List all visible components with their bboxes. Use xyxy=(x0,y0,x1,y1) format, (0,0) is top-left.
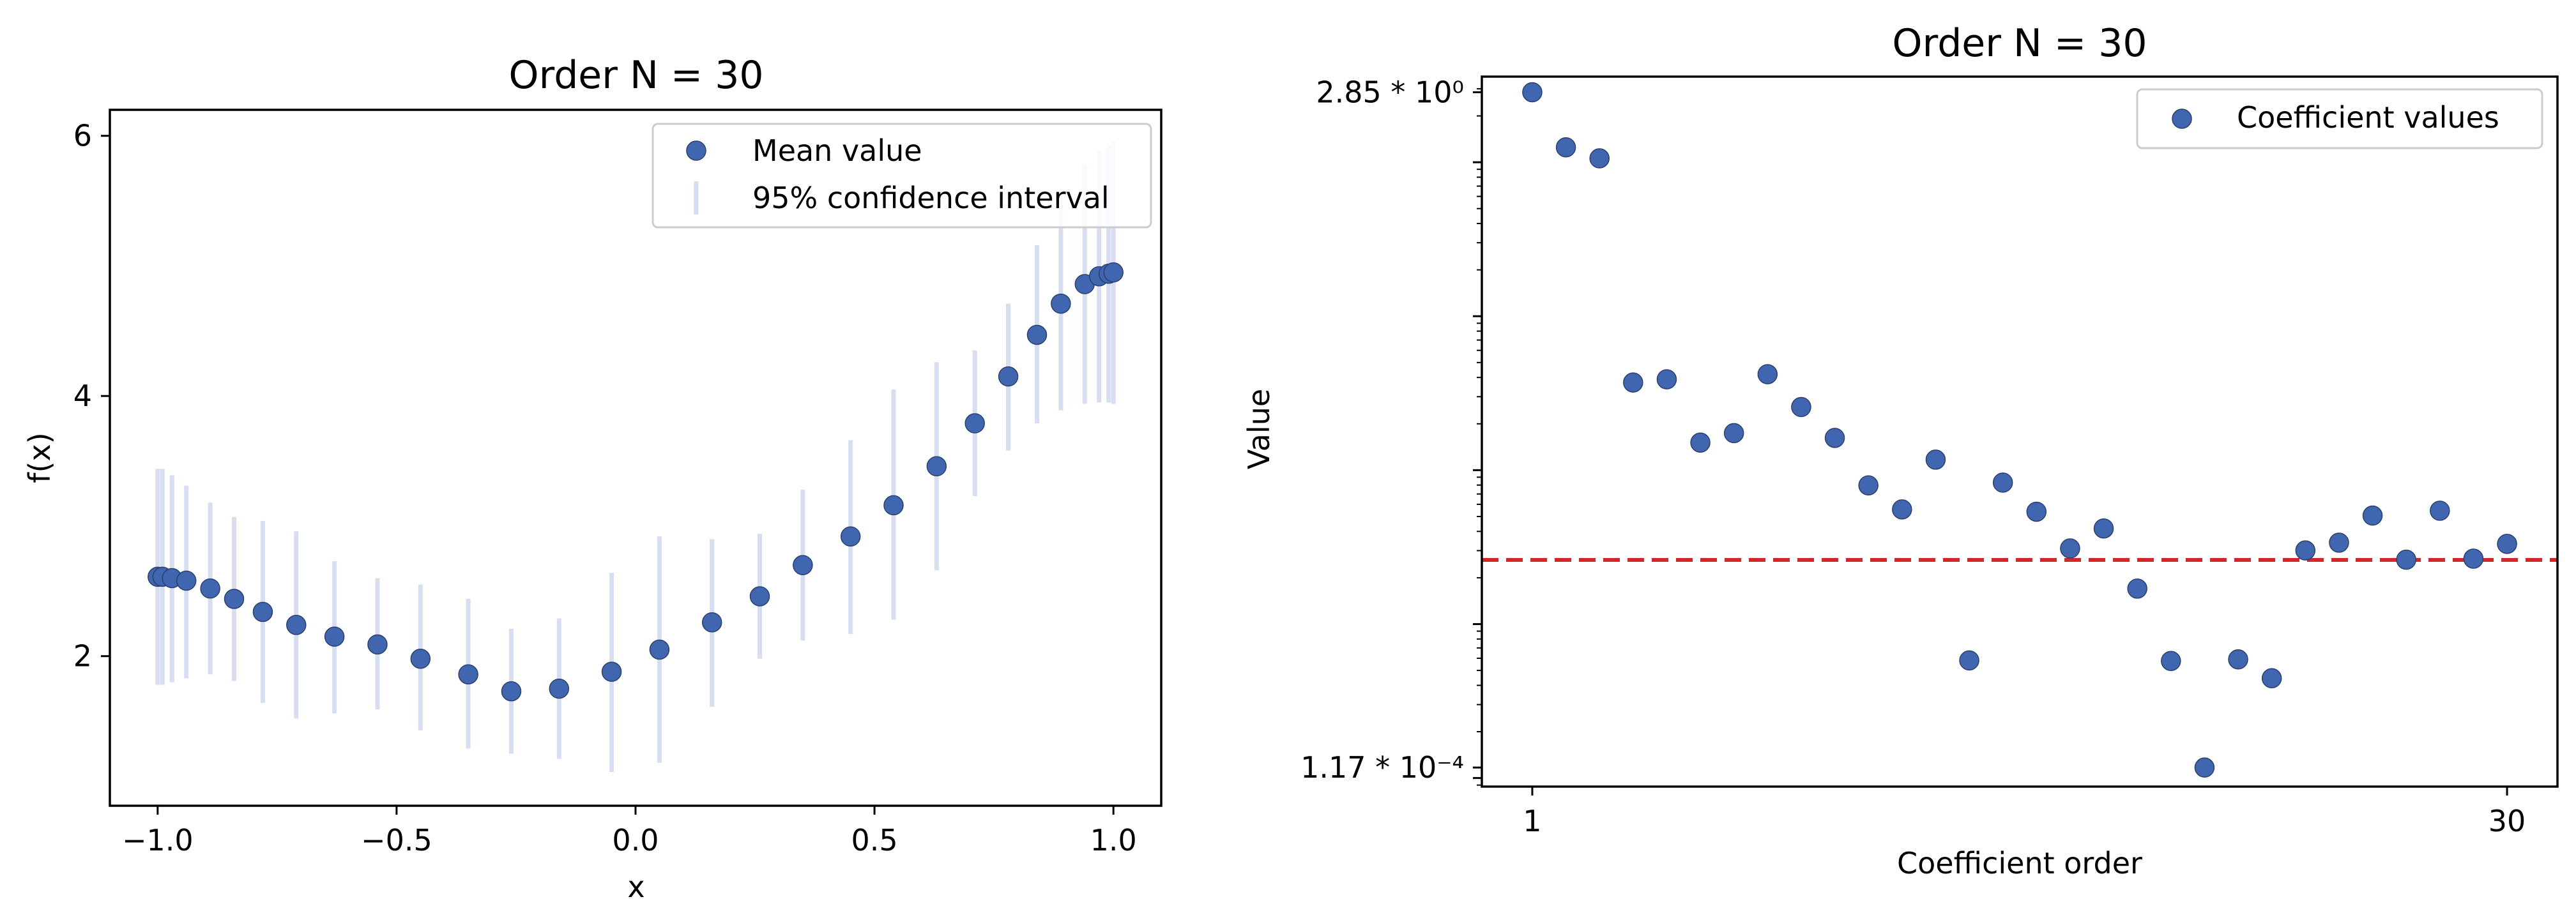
coefficient-point xyxy=(1522,82,1543,103)
mean-value-point xyxy=(252,601,273,622)
left-x-axis-label: x xyxy=(627,870,644,904)
mean-value-point xyxy=(964,413,985,434)
coefficient-point xyxy=(1656,369,1677,389)
mean-value-point xyxy=(286,615,307,635)
mean-value-point xyxy=(601,661,622,682)
left-chart-title: Order N = 30 xyxy=(508,53,763,98)
coefficient-point xyxy=(2194,757,2215,778)
mean-value-point xyxy=(367,634,388,655)
y-tick-label: 2 xyxy=(73,639,92,674)
left-legend-mean-marker xyxy=(686,140,706,161)
right-y-axis-ticks: 2.85 * 10⁰ 1.17 * 10⁻⁴ xyxy=(1300,75,1482,786)
coefficient-point xyxy=(2228,649,2248,670)
coefficient-point xyxy=(2497,534,2517,554)
mean-value-point xyxy=(501,681,522,702)
y-tick-label: 6 xyxy=(73,119,92,153)
x-tick-label: 0.5 xyxy=(851,823,898,857)
mean-value-point xyxy=(549,678,570,699)
mean-value-point xyxy=(224,589,245,609)
coefficient-point xyxy=(2362,505,2383,526)
coefficient-point xyxy=(2127,578,2147,599)
right-plot-frame xyxy=(1481,75,2559,788)
coefficient-point xyxy=(1690,432,1711,453)
coefficient-point xyxy=(1723,423,1744,444)
y-tick-label: 4 xyxy=(73,379,92,413)
x-tick-label: 0.0 xyxy=(612,823,659,857)
mean-value-point xyxy=(883,495,904,516)
right-legend: Coefficient values xyxy=(2136,88,2543,149)
right-x-axis-label: Coefficient order xyxy=(1897,846,2142,880)
mean-value-point xyxy=(793,555,813,575)
right-point-group xyxy=(1522,82,2517,778)
right-chart-title: Order N = 30 xyxy=(1892,21,2147,66)
mean-value-point xyxy=(840,526,861,547)
coefficient-point xyxy=(2295,540,2316,561)
coefficient-point xyxy=(1892,499,1912,520)
mean-value-point xyxy=(410,649,431,669)
mean-value-point xyxy=(701,612,722,633)
right-chart: Order N = 30 1 30 2.85 * 10⁰ 1.17 * 10⁻⁴ C… xyxy=(1242,21,2559,880)
right-legend-marker xyxy=(2172,109,2192,129)
left-legend-mean-label: Mean value xyxy=(752,133,922,168)
coefficient-point xyxy=(2261,668,2282,689)
coefficient-point xyxy=(1992,472,2013,493)
x-tick-label: −1.0 xyxy=(122,823,194,857)
coefficient-point xyxy=(1555,137,1576,158)
mean-value-point xyxy=(324,626,345,647)
x-tick-label: −0.5 xyxy=(361,823,432,857)
mean-value-point xyxy=(200,578,220,599)
coefficient-point xyxy=(2093,518,2114,539)
left-x-axis-ticks: −1.0 −0.5 0.0 0.5 1.0 xyxy=(122,806,1137,857)
left-y-axis-label: f(x) xyxy=(22,432,57,483)
coefficient-point xyxy=(2396,549,2416,570)
coefficient-point xyxy=(2430,501,2450,521)
mean-value-point xyxy=(1051,293,1071,314)
coefficient-point xyxy=(2329,532,2349,553)
right-x-axis-ticks: 1 30 xyxy=(1523,787,2526,838)
x-tick-label: 30 xyxy=(2488,804,2526,838)
mean-value-point xyxy=(926,456,947,476)
left-y-axis-ticks: 2 4 6 xyxy=(73,119,110,674)
coefficient-point xyxy=(1589,148,1610,169)
coefficient-point xyxy=(1757,364,1778,384)
right-y-axis-label: Value xyxy=(1242,389,1276,469)
mean-value-point xyxy=(1026,324,1048,345)
coefficient-point xyxy=(2463,548,2484,569)
coefficient-point xyxy=(2026,501,2047,522)
mean-value-point xyxy=(176,570,197,591)
left-legend: Mean value 95% confidence interval xyxy=(652,123,1152,229)
coefficient-point xyxy=(1858,475,1879,496)
right-legend-label: Coefficient values xyxy=(2237,100,2499,135)
coefficient-point xyxy=(1959,650,1979,671)
left-point-group xyxy=(148,262,1124,702)
left-errorbar-group xyxy=(155,140,1116,773)
coefficient-point xyxy=(1623,372,1643,393)
mean-value-point xyxy=(749,586,770,607)
right-legend-box xyxy=(2136,88,2543,149)
mean-value-point xyxy=(998,366,1019,387)
y-tick-label: 2.85 * 10⁰ xyxy=(1316,75,1464,109)
mean-value-point xyxy=(649,639,670,660)
left-chart: Order N = 30 −1.0 −0.5 0.0 0.5 1.0 2 4 6 x f(x… xyxy=(22,53,1162,904)
coefficient-point xyxy=(1824,428,1845,448)
coefficient-point xyxy=(2060,538,2080,559)
left-legend-ci-label: 95% confidence interval xyxy=(752,181,1109,215)
x-tick-label: 1.0 xyxy=(1090,823,1137,857)
mean-value-point xyxy=(1103,262,1124,283)
coefficient-point xyxy=(2161,651,2181,672)
y-tick-label: 1.17 * 10⁻⁴ xyxy=(1300,750,1464,785)
coefficient-point xyxy=(1791,396,1811,418)
x-tick-label: 1 xyxy=(1523,804,1541,838)
coefficient-point xyxy=(1925,449,1946,470)
left-legend-box xyxy=(652,123,1152,229)
mean-value-point xyxy=(458,664,478,684)
